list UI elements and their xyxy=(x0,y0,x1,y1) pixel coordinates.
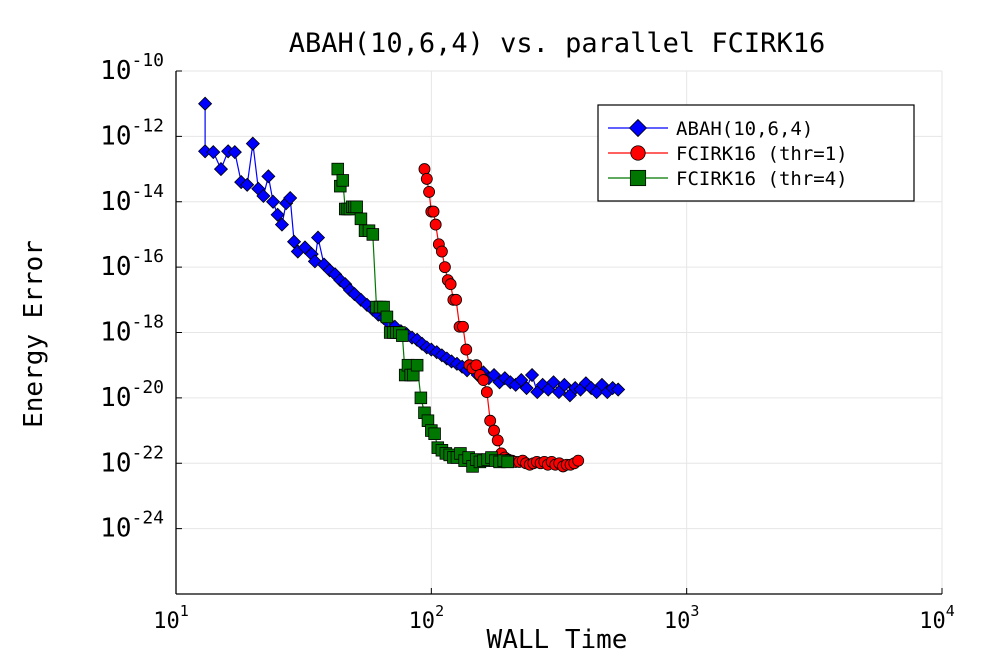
data-point xyxy=(477,374,490,387)
series-3 xyxy=(331,162,514,473)
x-axis-label: WALL Time xyxy=(487,625,628,655)
y-tick-exponent: -22 xyxy=(131,442,164,463)
data-point xyxy=(240,177,255,192)
data-point xyxy=(286,234,302,249)
data-point xyxy=(354,212,368,226)
data-point xyxy=(470,359,483,372)
data-point xyxy=(546,375,561,390)
data-point xyxy=(519,380,534,396)
legend-marker xyxy=(628,118,648,138)
legend-label: FCIRK16 (thr=4) xyxy=(676,168,848,190)
data-point xyxy=(420,172,433,185)
data-point xyxy=(414,391,428,405)
y-tick-exponent: -16 xyxy=(131,246,164,267)
data-point xyxy=(423,185,436,198)
data-point xyxy=(611,382,626,397)
y-tick-exponent: -10 xyxy=(131,50,164,71)
data-point xyxy=(450,293,463,306)
data-point xyxy=(227,145,242,160)
x-tick-exponent: 4 xyxy=(946,602,955,620)
data-point xyxy=(283,190,298,206)
y-axis-label: Energy Error xyxy=(19,240,49,428)
data-point xyxy=(396,329,409,342)
x-tick-exponent: 2 xyxy=(435,602,444,620)
data-point xyxy=(557,377,572,392)
y-tick-exponent: -18 xyxy=(131,312,164,333)
data-point xyxy=(428,427,441,440)
data-point xyxy=(457,320,469,333)
data-point xyxy=(274,217,290,232)
data-point xyxy=(245,136,260,151)
data-point xyxy=(488,424,500,437)
data-point xyxy=(429,218,442,231)
data-point xyxy=(270,207,285,222)
data-point xyxy=(480,386,493,399)
legend-label: FCIRK16 (thr=1) xyxy=(676,143,848,165)
y-tick-exponent: -12 xyxy=(131,115,164,136)
legend-marker xyxy=(630,145,646,161)
legend-item: ABAH(10,6,4) xyxy=(608,118,813,140)
data-point xyxy=(410,358,424,372)
data-point xyxy=(380,310,394,324)
data-point xyxy=(460,343,473,356)
y-tick-label: 10-10 xyxy=(100,50,164,86)
data-point xyxy=(438,261,451,274)
data-point xyxy=(427,205,440,218)
data-point xyxy=(572,454,585,467)
x-tick-exponent: 1 xyxy=(180,602,189,620)
y-tick-exponent: -20 xyxy=(131,377,164,398)
data-point xyxy=(198,96,213,111)
data-point xyxy=(213,161,229,177)
y-tick-exponent: -24 xyxy=(131,508,164,529)
legend-item: FCIRK16 (thr=1) xyxy=(608,143,848,165)
legend: ABAH(10,6,4) FCIRK16 (thr=1) FCIRK16 (thr=… xyxy=(597,104,915,202)
legend-item: FCIRK16 (thr=4) xyxy=(608,168,848,190)
data-point xyxy=(444,278,457,291)
data-point xyxy=(484,414,497,427)
data-point xyxy=(435,245,448,258)
y-tick-exponent: -14 xyxy=(131,181,164,202)
legend-label: ABAH(10,6,4) xyxy=(676,118,813,140)
data-point xyxy=(331,162,344,176)
chart-title: ABAH(10,6,4) vs. parallel FCIRK16 xyxy=(289,28,825,59)
series-layer xyxy=(198,96,626,473)
data-point xyxy=(256,188,271,204)
data-point xyxy=(350,200,363,214)
data-point xyxy=(501,455,514,469)
x-tick-exponent: 3 xyxy=(690,602,699,620)
data-point xyxy=(524,367,540,383)
series-2 xyxy=(418,163,585,473)
legend-marker xyxy=(629,169,647,187)
data-point xyxy=(491,434,504,447)
data-point xyxy=(261,169,276,184)
data-point xyxy=(336,174,350,187)
data-point xyxy=(366,228,380,241)
data-point xyxy=(418,163,431,175)
data-point xyxy=(266,194,281,209)
data-point xyxy=(310,230,326,245)
data-point xyxy=(206,145,221,160)
